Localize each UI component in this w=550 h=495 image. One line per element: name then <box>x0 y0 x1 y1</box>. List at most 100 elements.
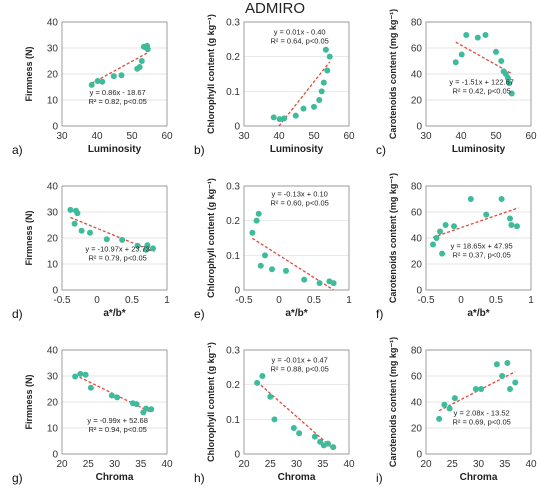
data-point <box>430 241 436 248</box>
y-tick-label: 20 <box>47 70 59 81</box>
data-point <box>436 415 443 422</box>
y-tick-label: 0 <box>416 450 422 461</box>
data-point <box>281 115 288 122</box>
x-tick-label: 35 <box>317 459 329 470</box>
data-point <box>441 401 448 408</box>
y-tick-label: 0.2 <box>226 216 240 227</box>
regression-equation: y = 0.86x - 18.67 <box>90 88 146 97</box>
data-point <box>143 405 149 412</box>
y-tick-label: 0.2 <box>226 380 240 391</box>
x-tick-label: 30 <box>56 131 68 142</box>
data-point <box>512 379 519 386</box>
x-tick-label: 50 <box>126 131 138 142</box>
data-point <box>148 406 155 413</box>
data-point <box>296 430 303 437</box>
data-point <box>451 395 458 402</box>
r-squared-label: R² = 0.42, p<0.05 <box>452 86 510 95</box>
y-tick-label: 0.1 <box>226 415 240 426</box>
data-point <box>451 223 457 230</box>
data-point <box>133 401 140 408</box>
y-tick-label: 0 <box>416 122 422 133</box>
y-tick-label: 40 <box>47 18 59 29</box>
regression-equation: y = -0.01x + 0.47 <box>272 355 328 364</box>
y-tick-label: 0.2 <box>226 52 240 63</box>
data-point <box>504 360 511 366</box>
data-point <box>292 112 299 119</box>
data-point <box>144 242 151 249</box>
data-point <box>463 32 470 38</box>
data-point <box>269 266 275 273</box>
y-tick-label: 30 <box>47 44 59 55</box>
data-point <box>87 229 93 236</box>
x-tick-label: 30 <box>109 459 121 470</box>
r-squared-label: R² = 0.94, p<0.05 <box>88 425 146 434</box>
y-tick-label: 0.3 <box>226 18 240 29</box>
data-point <box>318 88 325 95</box>
data-point <box>439 250 446 257</box>
x-tick-label: 30 <box>473 459 485 470</box>
panel-letter: b) <box>194 143 205 157</box>
x-axis-label: Chroma <box>96 472 134 483</box>
data-point <box>442 222 449 228</box>
data-point <box>138 58 145 64</box>
y-tick-label: 60 <box>411 208 423 219</box>
y-tick-label: 0 <box>234 450 240 461</box>
data-point <box>77 370 84 377</box>
x-tick-label: 60 <box>161 131 173 142</box>
r-squared-label: R² = 0.82, p<0.05 <box>88 97 146 106</box>
x-tick-label: 0.5 <box>489 295 503 306</box>
data-point <box>271 416 278 423</box>
y-tick-label: 80 <box>411 346 423 357</box>
plot-frame <box>243 349 350 455</box>
r-squared-label: R² = 0.64, p<0.05 <box>270 36 328 45</box>
data-point <box>74 210 81 217</box>
data-point <box>110 73 117 80</box>
data-point <box>255 210 262 217</box>
plot-frame <box>425 21 532 127</box>
data-point <box>257 262 264 269</box>
data-point <box>262 252 268 259</box>
regression-equation: y = -10.97x + 23.73 <box>85 245 150 254</box>
data-point <box>322 46 329 53</box>
trend-line <box>91 52 149 84</box>
y-tick-label: 20 <box>47 234 59 245</box>
data-point <box>507 386 513 392</box>
panel-letter: h) <box>194 471 205 485</box>
x-tick-label: 25 <box>265 459 277 470</box>
y-tick-label: 10 <box>47 260 59 271</box>
x-tick-label: 30 <box>420 131 432 142</box>
data-point <box>114 394 121 401</box>
plot-frame <box>243 185 350 291</box>
x-tick-label: 20 <box>420 459 432 470</box>
y-tick-label: 80 <box>411 182 423 193</box>
y-axis-label: Carotenoids content (mg kg⁻¹) <box>388 9 398 139</box>
data-point <box>493 48 499 55</box>
regression-equation: y = 2.08x - 13.52 <box>454 409 510 418</box>
data-point <box>506 80 513 87</box>
x-tick-label: -0.5 <box>53 295 71 306</box>
x-tick-label: 35 <box>135 459 147 470</box>
x-tick-label: 1 <box>528 295 534 306</box>
y-tick-label: 0 <box>52 450 58 461</box>
y-axis-label: Firmness (N) <box>24 46 34 101</box>
x-tick-label: 30 <box>291 459 303 470</box>
x-tick-label: 1 <box>164 295 170 306</box>
data-point <box>514 223 520 230</box>
data-point <box>498 58 505 64</box>
x-axis-label: Chroma <box>278 472 316 483</box>
data-point <box>82 371 89 378</box>
x-tick-label: 25 <box>83 459 95 470</box>
x-tick-label: 35 <box>499 459 511 470</box>
y-axis-label: Firmness (N) <box>24 210 34 265</box>
r-squared-label: R² = 0.60, p<0.05 <box>270 198 328 207</box>
plot-frame <box>61 185 168 291</box>
x-axis-label: Luminosity <box>270 144 324 155</box>
y-axis-label: Chlorophyll content (g kg⁻¹) <box>206 342 216 462</box>
x-tick-label: 20 <box>238 459 250 470</box>
x-tick-label: 40 <box>161 459 173 470</box>
y-tick-label: 10 <box>47 96 59 107</box>
regression-equation: y = -1.51x + 122.67 <box>449 77 514 86</box>
data-point <box>270 114 277 121</box>
y-tick-label: 10 <box>47 424 59 435</box>
panel-letter: e) <box>194 307 205 321</box>
